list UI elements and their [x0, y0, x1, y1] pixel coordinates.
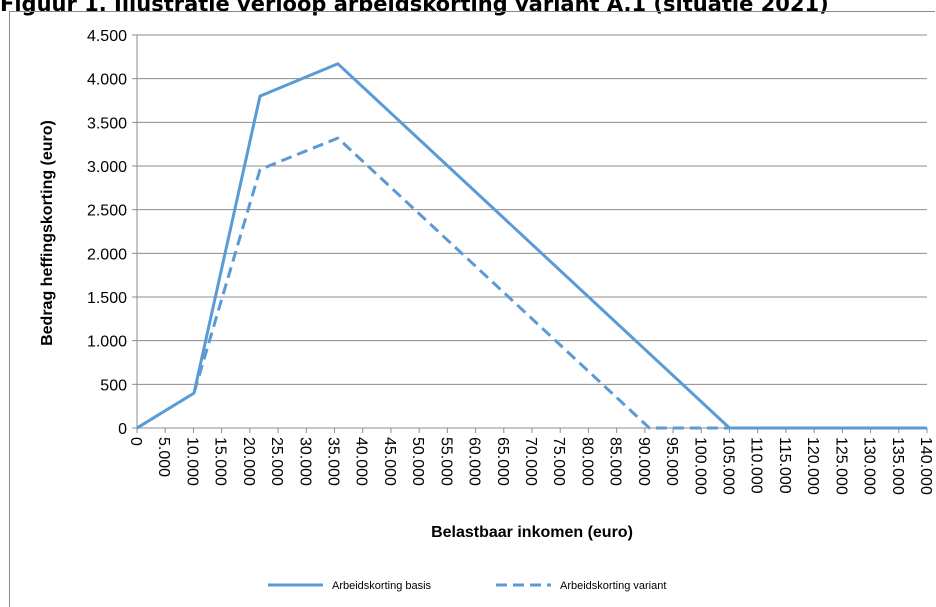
x-tick-label: 85.000 [607, 437, 624, 486]
x-tick-label: 105.000 [720, 437, 737, 495]
y-tick-label: 500 [100, 377, 127, 394]
x-tick-label: 135.000 [889, 437, 906, 495]
y-tick-label: 1.000 [87, 334, 127, 351]
x-tick-label: 35.000 [325, 437, 342, 486]
x-tick-label: 65.000 [494, 437, 511, 486]
y-axis-title: Bedrag heffingskorting (euro) [39, 120, 56, 346]
x-tick-label: 40.000 [353, 437, 370, 486]
y-tick-label: 3.000 [87, 159, 127, 176]
x-tick-label: 100.000 [691, 437, 708, 495]
series-line-2 [136, 136, 927, 430]
x-axis-title: Belastbaar inkomen (euro) [431, 524, 633, 541]
x-tick-label: 110.000 [748, 437, 765, 494]
y-tick-label: 4.000 [87, 72, 127, 89]
gridlines [137, 34, 927, 385]
x-tick-label: 50.000 [409, 437, 426, 486]
x-tick-label: 5.000 [155, 437, 172, 477]
chart-frame [9, 11, 935, 607]
legend-label: Arbeidskorting variant [560, 580, 666, 592]
x-tick-labels: 0 5.000 10.000 15.000 20.000 25.000 30.000 35.0… [127, 437, 934, 495]
x-tick-label: 15.000 [212, 437, 229, 486]
x-tick-label: 10.000 [183, 437, 200, 486]
x-tick-label: 25.000 [268, 437, 285, 486]
x-tick-label: 125.000 [832, 437, 849, 495]
x-tick-label: 95.000 [663, 437, 680, 486]
axes [132, 34, 928, 433]
x-tick-label: 55.000 [437, 437, 454, 486]
x-tick-label: 90.000 [635, 437, 652, 486]
x-tick-label: 75.000 [550, 437, 567, 486]
series-line-1 [136, 62, 927, 430]
x-tick-label: 70.000 [522, 437, 539, 486]
x-tick-label: 130.000 [861, 437, 878, 495]
y-tick-labels: 0 500 1.000 1.500 2.000 2.500 3.000 3.500 4.000 4… [87, 28, 127, 438]
x-tick-label: 60.000 [466, 437, 483, 486]
x-tick-label: 80.000 [578, 437, 595, 486]
x-tick-label: 20.000 [240, 437, 257, 486]
y-tick-label: 2.000 [87, 246, 127, 263]
legend: Arbeidskorting basis Arbeidskorting varia… [268, 580, 666, 592]
x-tick-label: 45.000 [381, 437, 398, 486]
y-tick-label: 2.500 [87, 203, 127, 220]
series-lines [136, 62, 927, 430]
y-tick-label: 0 [118, 421, 127, 438]
figure-title: Figuur 1. Illustratie verloop arbeidskor… [0, 0, 829, 16]
x-tick-label: 115.000 [776, 437, 793, 494]
x-tick-label: 140.000 [917, 437, 934, 495]
y-tick-label: 4.500 [87, 28, 127, 45]
x-tick-label: 30.000 [296, 437, 313, 486]
legend-label: Arbeidskorting basis [332, 580, 432, 592]
y-tick-label: 1.500 [87, 290, 127, 307]
y-tick-label: 3.500 [87, 115, 127, 132]
x-tick-label: 120.000 [804, 437, 821, 495]
x-tick-label: 0 [127, 437, 144, 446]
